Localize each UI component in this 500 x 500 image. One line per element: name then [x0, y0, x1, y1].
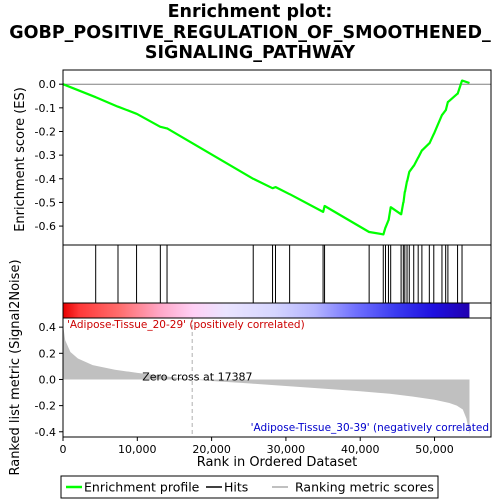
- title-line-2: GOBP_POSITIVE_REGULATION_OF_SMOOTHENED_: [9, 22, 491, 43]
- es-y-tick-label: -0.3: [35, 149, 56, 162]
- metric-panel: Zero cross at 17387 'Adipose-Tissue_20-29…: [62, 317, 492, 438]
- ranking-metric-area: [63, 324, 470, 435]
- es-y-tick-label: -0.2: [35, 125, 56, 138]
- legend-label-metric: Ranking metric scores: [295, 480, 434, 495]
- positive-correlation-label: 'Adipose-Tissue_20-29' (positively corre…: [67, 319, 305, 331]
- negative-correlation-label: 'Adipose-Tissue_30-39' (negatively corre…: [251, 422, 489, 434]
- es-y-tick-label: -0.6: [35, 220, 56, 233]
- es-panel: [62, 69, 492, 246]
- es-y-tick-label: -0.4: [35, 173, 56, 186]
- title-line-3: SIGNALING_PATHWAY: [144, 43, 356, 63]
- legend-label-profile: Enrichment profile: [84, 480, 200, 495]
- chart-title: Enrichment plot: GOBP_POSITIVE_REGULATIO…: [0, 2, 500, 64]
- es-y-tick-label: -0.1: [35, 102, 56, 115]
- metric-y-tick-label: -0.4: [35, 426, 56, 439]
- gradient-fill: [63, 303, 470, 318]
- title-line-1: Enrichment plot:: [167, 2, 333, 22]
- x-tick-label: 50,000: [415, 443, 454, 456]
- x-tick-label: 10,000: [118, 443, 157, 456]
- metric-y-tick-label: -0.2: [35, 400, 56, 413]
- legend-label-hits: Hits: [224, 480, 248, 495]
- es-y-tick-label: 0.0: [39, 78, 57, 91]
- x-tick-label: 0: [60, 443, 67, 456]
- zero-cross-label: Zero cross at 17387: [142, 370, 252, 383]
- metric-panel-frame: [62, 317, 492, 438]
- es-y-tick-label: -0.5: [35, 196, 56, 209]
- es-panel-frame: [62, 69, 492, 246]
- legend: Enrichment profile Hits Ranking metric sco…: [60, 475, 439, 499]
- x-tick-label: 40,000: [341, 443, 380, 456]
- metric-y-tick-label: 0.0: [39, 373, 57, 386]
- x-axis-label: Rank in Ordered Dataset: [197, 455, 358, 470]
- enrichment-profile-line: [62, 79, 470, 236]
- hits-panel-frame: [62, 244, 492, 304]
- hits-panel: [62, 244, 492, 304]
- metric-y-tick-label: 0.2: [39, 347, 57, 360]
- axes-text: 0.0 -0.1 -0.2 -0.3 -0.4 -0.5 -0.6 0.4 0.2 0.0 -0.2…: [8, 78, 454, 475]
- x-tick-label: 20,000: [192, 443, 231, 456]
- legend-box: [60, 475, 439, 499]
- metric-y-axis-label: Ranked list metric (Signal2Noise): [8, 259, 23, 475]
- rank-gradient-bar: [62, 302, 492, 319]
- metric-y-tick-label: 0.4: [39, 321, 57, 334]
- x-tick-label: 30,000: [267, 443, 306, 456]
- es-y-axis-label: Enrichment score (ES): [13, 87, 28, 232]
